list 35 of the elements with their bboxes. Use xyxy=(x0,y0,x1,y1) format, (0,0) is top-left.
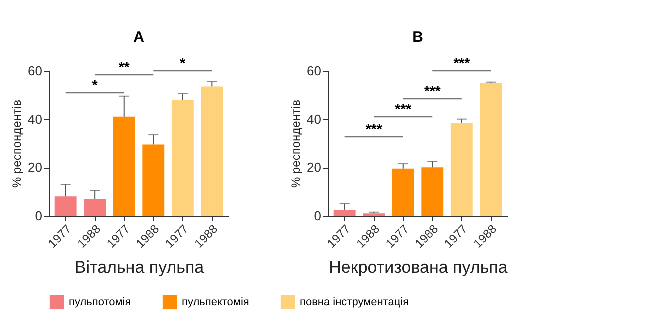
chart-title: A xyxy=(134,29,145,46)
y-axis-title: % респондентів xyxy=(10,100,24,188)
y-tick-label: 0 xyxy=(314,208,322,224)
bar xyxy=(172,100,194,216)
x-axis-title: Вітальна пульпа xyxy=(74,258,205,278)
y-axis-title: % респондентів xyxy=(289,100,304,188)
bar xyxy=(84,199,106,216)
y-tick-label: 60 xyxy=(307,64,322,78)
annotation: *** xyxy=(424,83,442,99)
annotation: *** xyxy=(366,121,383,137)
bar xyxy=(450,122,473,216)
bar xyxy=(113,116,136,216)
y-tick-label: 60 xyxy=(28,64,42,78)
annotation: ** xyxy=(118,59,130,75)
bar xyxy=(480,83,502,216)
bar xyxy=(392,168,414,216)
bar xyxy=(334,210,356,216)
legend-label: пульпектомія xyxy=(182,296,250,308)
text: *** xyxy=(454,55,471,71)
x-axis-title: Некротизована пульпа xyxy=(329,258,508,278)
annotation: * xyxy=(92,77,98,93)
chart-title: B xyxy=(412,29,424,46)
bar xyxy=(422,168,444,216)
bar xyxy=(54,196,77,216)
y-tick-label: 40 xyxy=(28,112,42,127)
y-tick-label: 20 xyxy=(28,160,42,176)
text: * xyxy=(180,55,186,71)
legend-label: пульпотомія xyxy=(69,296,132,308)
legend-label: повна інструментація xyxy=(300,296,410,308)
y-tick-label: 20 xyxy=(307,160,322,176)
y-tick-label: 0 xyxy=(35,208,42,224)
annotation: *** xyxy=(395,101,412,117)
y-tick-label: 40 xyxy=(307,112,322,127)
bar xyxy=(201,86,224,216)
bar xyxy=(142,144,165,216)
